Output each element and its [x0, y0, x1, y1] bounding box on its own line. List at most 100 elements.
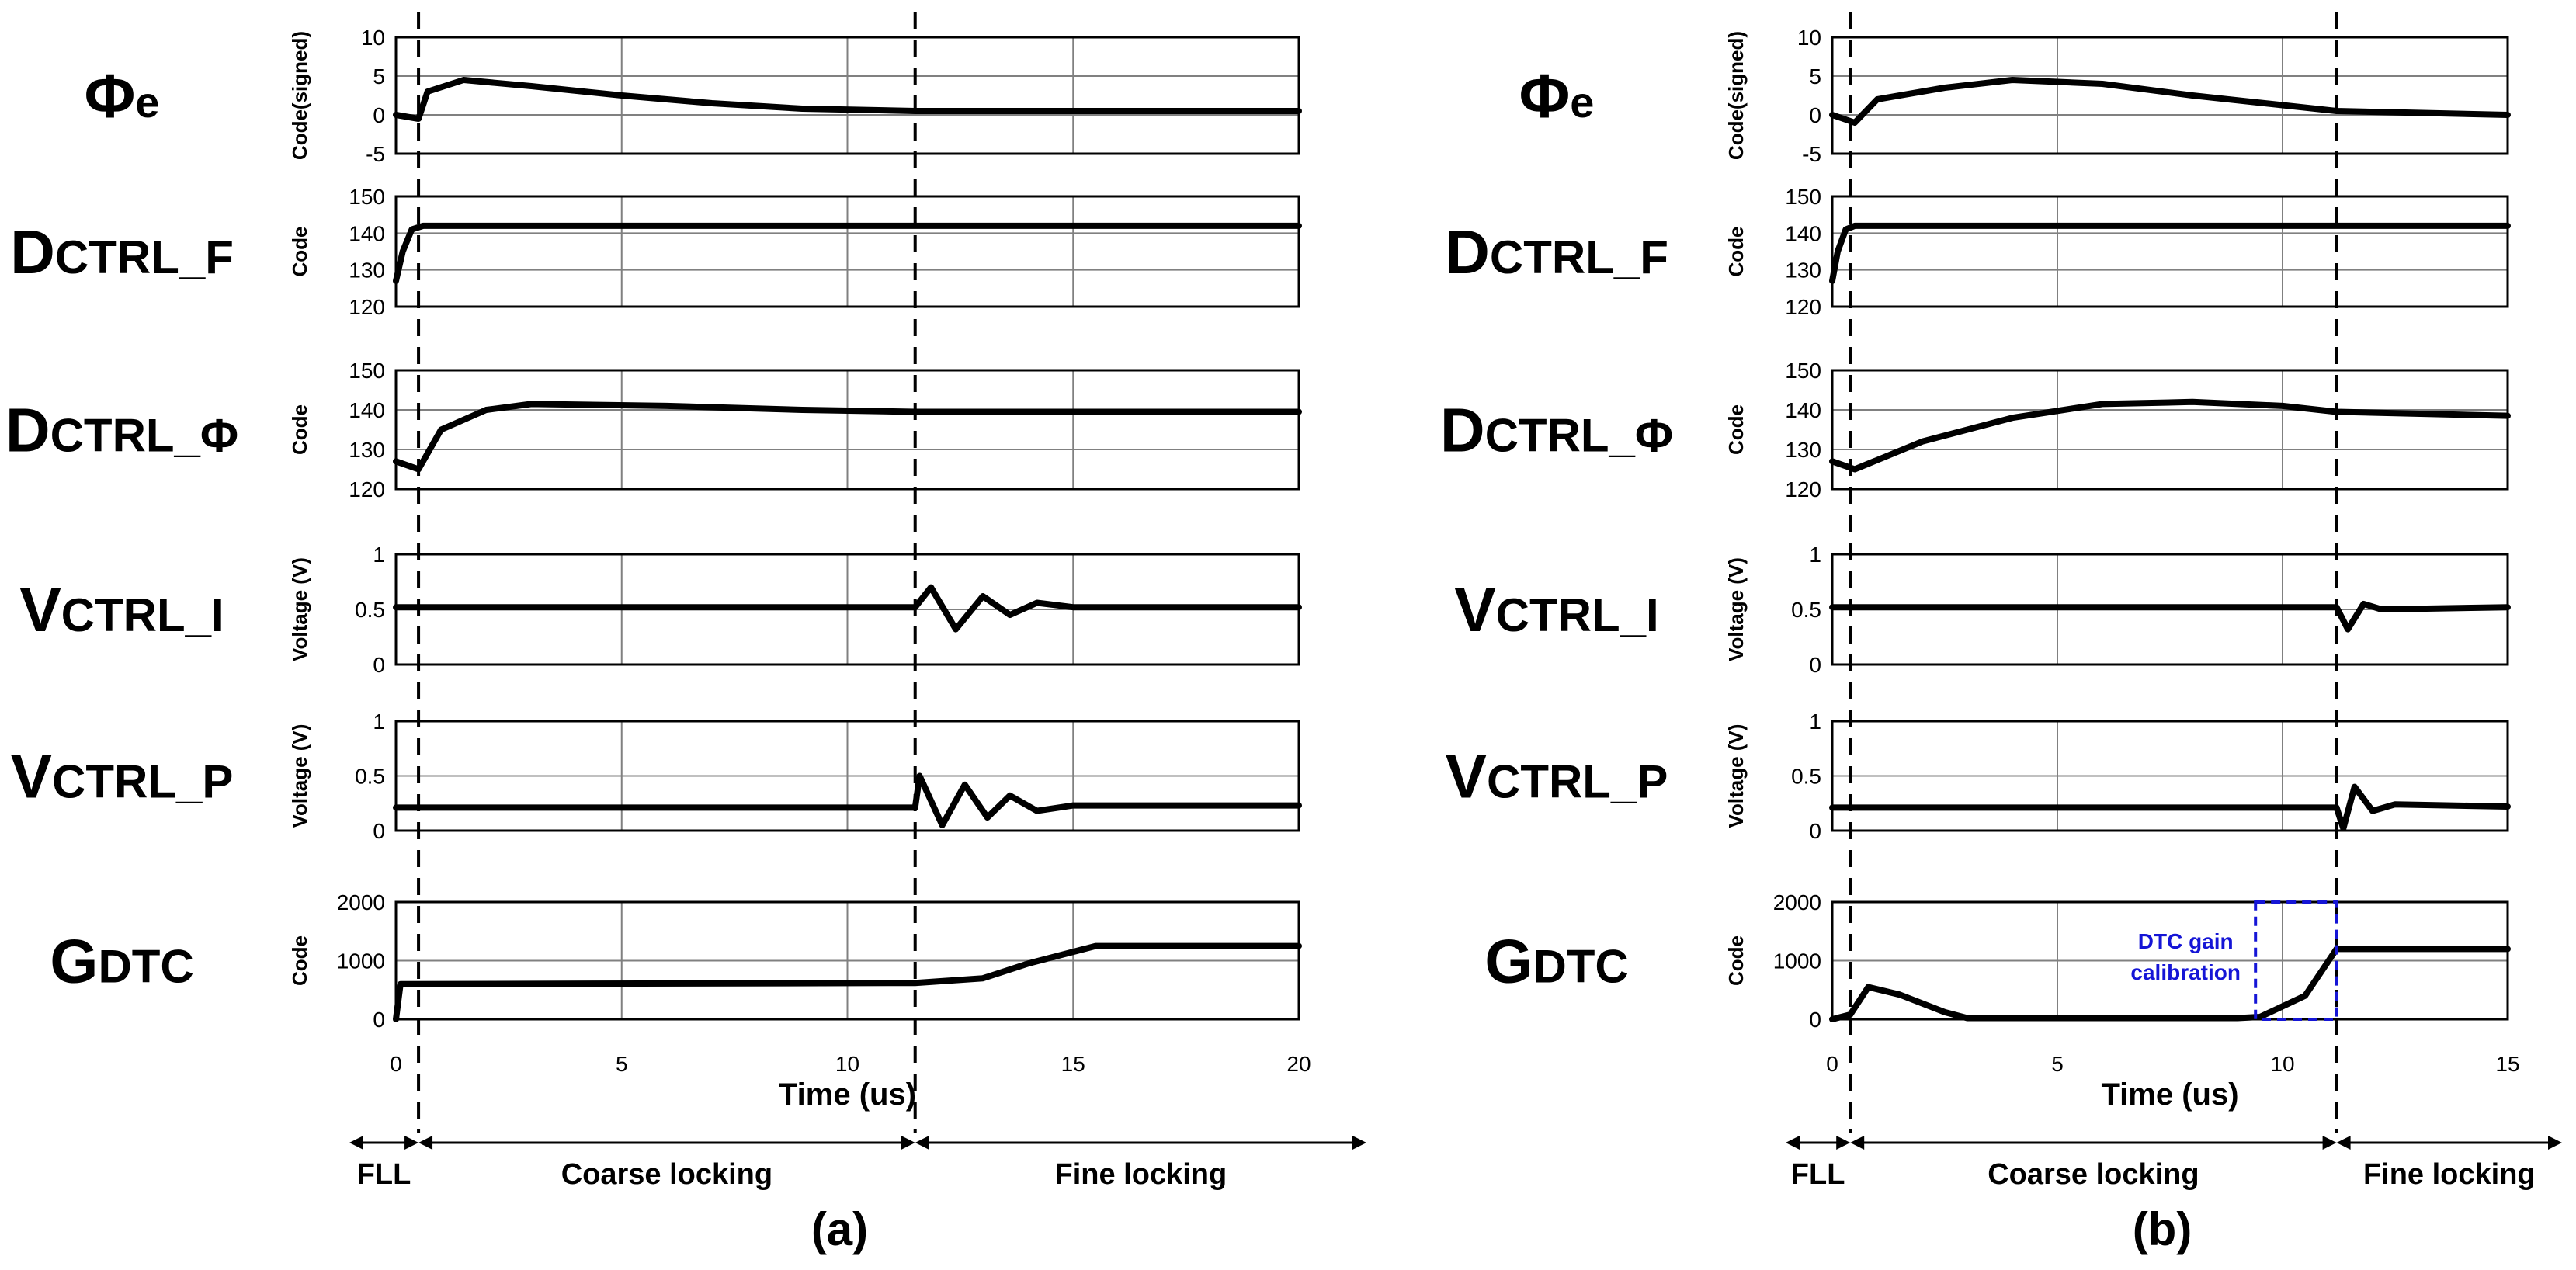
y-tick-label: -5 [366, 142, 385, 166]
y-tick-label: 0 [373, 653, 385, 677]
phase-label: Fine locking [2363, 1158, 2536, 1191]
y-axis-label: Code [288, 935, 311, 986]
arrow-head-left [1786, 1136, 1800, 1150]
y-axis-label: Code [1724, 935, 1748, 986]
y-tick-label: 0 [373, 819, 385, 843]
signal-label: VCTRL_P [11, 742, 234, 811]
y-tick-label: 10 [361, 26, 385, 50]
y-tick-label: 0 [1809, 1008, 1821, 1032]
plot-frame [1831, 720, 2509, 832]
plot-frame [394, 195, 1300, 308]
series-line-VCTRL_P [393, 772, 1302, 828]
arrow-head-right [1836, 1136, 1851, 1150]
plot-a-4: VCTRL_P 1 0.5 0 Voltage (V) [11, 710, 1302, 843]
y-axis-label: Voltage (V) [288, 557, 311, 661]
signal-label: Φe [1519, 61, 1595, 130]
y-tick-label: 0 [373, 1008, 385, 1032]
x-axis-label: Time (us) [779, 1077, 916, 1112]
plot-b-0: Φe 10 5 0 -5 Code(signed) [1519, 26, 2511, 166]
y-axis-label: Voltage (V) [1724, 724, 1748, 828]
arrow-head-right [404, 1136, 419, 1150]
plot-b-1: DCTRL_F 150 140 130 120 Code [1445, 185, 2511, 319]
y-tick-label: 0 [373, 103, 385, 127]
y-axis-label: Code [288, 227, 311, 277]
signal-name: V [19, 575, 61, 644]
y-tick-label: -5 [1802, 142, 1821, 166]
series-line-Φe [393, 77, 1302, 122]
phase-label: FLL [1791, 1158, 1845, 1191]
signal-label: DCTRL_F [10, 217, 234, 286]
signal-subscript: CTRL_Φ [50, 410, 239, 462]
signal-label: VCTRL_P [1446, 742, 1668, 811]
plot-b-2: DCTRL_Φ 150 140 130 120 Code [1440, 359, 2511, 501]
y-tick-label: 0.5 [355, 598, 385, 622]
phase-label: FLL [357, 1158, 411, 1191]
y-tick-label: 1 [1809, 543, 1821, 567]
signal-name: V [1454, 575, 1495, 644]
series-line-GDTC [1829, 946, 2511, 1022]
signal-label: VCTRL_I [1454, 575, 1658, 644]
plot-b-5: GDTC 2000 1000 0 Code [1484, 890, 2511, 1032]
x-tick-label: 0 [390, 1052, 402, 1076]
signal-name: D [1445, 217, 1490, 286]
signal-name: Φ [85, 61, 136, 130]
plot-a-3: VCTRL_I 1 0.5 0 Voltage (V) [19, 543, 1302, 677]
plot-frame [1831, 195, 2509, 308]
x-tick-label: 20 [1286, 1052, 1311, 1076]
y-tick-label: 1 [1809, 710, 1821, 734]
y-axis-label: Voltage (V) [288, 724, 311, 828]
plot-a-1: DCTRL_F 150 140 130 120 Code [10, 185, 1302, 319]
panel-caption: (a) [811, 1203, 868, 1255]
signal-label: DCTRL_F [1445, 217, 1668, 286]
x-tick-label: 15 [1061, 1052, 1085, 1076]
y-tick-label: 0.5 [355, 765, 385, 789]
panel-b: Φe1050-5Code(signed)DCTRL_F150140130120C… [1440, 12, 2562, 1255]
calibration-box [2254, 900, 2338, 1021]
y-tick-label: 140 [1785, 221, 1821, 245]
plot-frame [394, 369, 1300, 491]
plot-frame [394, 900, 1300, 1021]
phase-label: Coarse locking [1988, 1158, 2199, 1191]
plot-a-2: DCTRL_Φ 150 140 130 120 Code [5, 359, 1302, 501]
y-tick-label: 150 [349, 359, 385, 383]
y-tick-label: 130 [349, 259, 385, 283]
arrow-head-left [349, 1136, 363, 1150]
arrow-head-left [915, 1136, 929, 1150]
arrow-head-left [418, 1136, 433, 1150]
plot-b-3: VCTRL_I 1 0.5 0 Voltage (V) [1454, 543, 2511, 677]
arrow-head-left [1850, 1136, 1865, 1150]
series-line-DCTRL_Φ [1829, 398, 2511, 473]
arrow-head-right [1352, 1136, 1366, 1150]
y-tick-label: 0 [1809, 103, 1821, 127]
signal-label: Φe [85, 61, 160, 130]
panel-caption: (b) [2133, 1203, 2192, 1255]
signal-label: DCTRL_Φ [5, 396, 238, 465]
y-tick-label: 150 [349, 185, 385, 209]
y-axis-label: Code(signed) [288, 31, 311, 160]
plot-a-5: GDTC 2000 1000 0 Code [50, 890, 1302, 1032]
signal-subscript: DTC [1533, 941, 1628, 993]
annotation-line-1: DTC gain [2138, 929, 2234, 953]
y-tick-label: 120 [1785, 295, 1821, 319]
y-tick-label: 0 [1809, 819, 1821, 843]
x-tick-label: 0 [1826, 1052, 1838, 1076]
y-tick-label: 5 [1809, 64, 1821, 88]
plot-frame [394, 720, 1300, 832]
arrow-head-right [901, 1136, 915, 1150]
y-axis-label: Code [1724, 404, 1748, 455]
signal-subscript: CTRL_F [1490, 231, 1668, 283]
y-axis-label: Code [288, 404, 311, 455]
signal-name: G [1484, 927, 1533, 996]
signal-subscript: CTRL_I [1496, 589, 1659, 641]
y-axis-label: Code [1724, 227, 1748, 277]
y-tick-label: 130 [349, 438, 385, 462]
y-tick-label: 140 [349, 398, 385, 422]
y-tick-label: 0.5 [1791, 598, 1821, 622]
series-line-DCTRL_Φ [393, 401, 1302, 473]
y-tick-label: 140 [1785, 398, 1821, 422]
y-tick-label: 130 [1785, 438, 1821, 462]
series-line-Φe [1829, 77, 2511, 126]
signal-name: D [10, 217, 55, 286]
series-line-VCTRL_P [1829, 783, 2511, 832]
